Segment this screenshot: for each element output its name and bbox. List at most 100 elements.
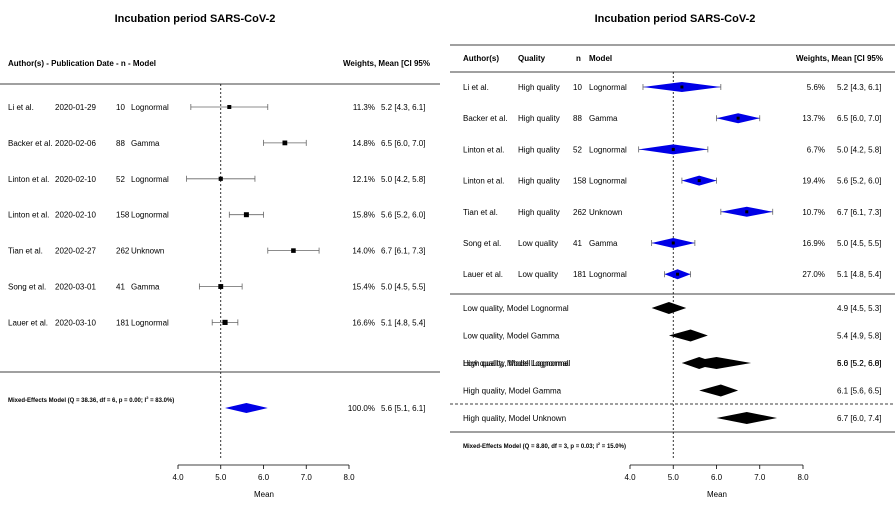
study-n: 158 bbox=[116, 211, 130, 220]
point-estimate bbox=[218, 176, 223, 181]
study-author: Li et al. bbox=[8, 103, 34, 112]
subgroup-ci: 6.1 [5.6, 6.5] bbox=[837, 387, 881, 396]
point-estimate bbox=[243, 212, 249, 218]
study-weight: 16.6% bbox=[352, 318, 375, 327]
study-model: Gamma bbox=[131, 139, 160, 148]
x-tick-label: 5.0 bbox=[668, 473, 680, 482]
point-estimate bbox=[222, 319, 228, 325]
study-n: 10 bbox=[573, 83, 582, 92]
study-author: Backer et al. bbox=[463, 114, 507, 123]
study-quality: Low quality bbox=[518, 239, 558, 248]
study-author: Lauer et al. bbox=[8, 318, 48, 327]
chart-title: Incubation period SARS-CoV-2 bbox=[595, 13, 756, 25]
study-model: Lognormal bbox=[589, 177, 627, 186]
subgroup-ci: 5.4 [4.9, 5.8] bbox=[837, 332, 881, 341]
study-ci: 6.5 [6.0, 7.0] bbox=[837, 114, 881, 123]
study-model: Unknown bbox=[589, 208, 622, 217]
summary-diamond bbox=[225, 403, 268, 413]
study-author: Linton et al. bbox=[463, 145, 504, 154]
study-n: 88 bbox=[116, 139, 125, 148]
point-estimate bbox=[745, 210, 749, 214]
study-n: 181 bbox=[573, 270, 587, 279]
study-model: Lognormal bbox=[131, 318, 169, 327]
study-ci: 5.0 [4.2, 5.8] bbox=[837, 145, 881, 154]
study-model: Gamma bbox=[589, 114, 618, 123]
point-estimate bbox=[697, 179, 701, 183]
study-date: 2020-02-06 bbox=[55, 139, 96, 148]
study-weight: 27.0% bbox=[802, 270, 825, 279]
study-weight: 16.9% bbox=[802, 239, 825, 248]
subgroup-diamond bbox=[668, 329, 708, 342]
point-estimate bbox=[291, 248, 296, 253]
study-model: Lognormal bbox=[131, 103, 169, 112]
point-estimate bbox=[671, 147, 675, 151]
chart-title: Incubation period SARS-CoV-2 bbox=[115, 13, 276, 25]
header-weights: Weights, Mean [CI 95% bbox=[343, 59, 430, 68]
study-date: 2020-03-10 bbox=[55, 318, 96, 327]
subgroup-label: High quality, Model Lognormal bbox=[463, 359, 571, 368]
subgroup-label: Low quality, Model Gamma bbox=[463, 332, 560, 341]
study-weight: 5.6% bbox=[807, 83, 825, 92]
summary-label-end: = 15.0%) bbox=[600, 444, 626, 450]
header-model: Model bbox=[589, 54, 612, 63]
x-axis-label: Mean bbox=[707, 490, 727, 499]
study-date: 2020-02-10 bbox=[55, 211, 96, 220]
right-forest-plot: Incubation period SARS-CoV-2 Author(s) Q… bbox=[450, 0, 895, 505]
study-ci: 5.2 [4.3, 6.1] bbox=[837, 83, 881, 92]
subgroup-diamond bbox=[716, 412, 778, 424]
summary-label: Mixed-Effects Model (Q = 38.36, df = 6, … bbox=[8, 395, 174, 404]
study-n: 181 bbox=[116, 318, 130, 327]
study-weight: 13.7% bbox=[802, 114, 825, 123]
subgroup-diamond bbox=[651, 302, 687, 314]
study-ci: 6.5 [6.0, 7.0] bbox=[381, 139, 425, 148]
summary-label: Mixed-Effects Model (Q = 8.80, df = 3, p… bbox=[463, 441, 626, 450]
summary-weight: 100.0% bbox=[348, 404, 375, 413]
subgroup-ci: 6.0 [5.2, 6.8] bbox=[837, 359, 881, 368]
study-rows: Li et al. High quality 10 Lognormal 5.6% 5.2 … bbox=[463, 82, 881, 280]
study-date: 2020-02-27 bbox=[55, 247, 96, 256]
study-weight: 14.8% bbox=[352, 139, 375, 148]
summary-label-superscript: 2 bbox=[146, 395, 149, 400]
study-model: Lognormal bbox=[589, 145, 627, 154]
study-ci: 5.0 [4.5, 5.5] bbox=[837, 239, 881, 248]
study-date: 2020-02-10 bbox=[55, 175, 96, 184]
study-rows: Li et al. 2020-01-29 10 Lognormal 11.3% 5.2 [… bbox=[8, 103, 425, 327]
study-ci: 5.0 [4.5, 5.5] bbox=[381, 283, 425, 292]
subgroup-rows: Low quality, Model Lognormal 4.9 [4.5, 5.… bbox=[463, 302, 881, 424]
study-author: Linton et al. bbox=[8, 175, 49, 184]
study-ci: 5.6 [5.2, 6.0] bbox=[837, 177, 881, 186]
study-ci: 5.1 [4.8, 5.4] bbox=[837, 270, 881, 279]
header-author: Author(s) - Publication Date - n - Model bbox=[8, 59, 156, 68]
study-author: Li et al. bbox=[463, 83, 489, 92]
point-estimate bbox=[671, 241, 675, 245]
subgroup-label: Low quality, Model Lognormal bbox=[463, 304, 569, 313]
left-forest-plot-svg: Incubation period SARS-CoV-2 Author(s) -… bbox=[0, 13, 440, 499]
study-ci: 5.2 [4.3, 6.1] bbox=[381, 103, 425, 112]
study-author: Song et al. bbox=[463, 239, 501, 248]
x-tick-label: 8.0 bbox=[797, 473, 809, 482]
study-weight: 6.7% bbox=[807, 145, 825, 154]
subgroup-ci: 4.9 [4.5, 5.3] bbox=[837, 304, 881, 313]
study-author: Linton et al. bbox=[8, 211, 49, 220]
study-quality: High quality bbox=[518, 114, 560, 123]
subgroup-diamond bbox=[699, 384, 739, 397]
summary-label-end: = 83.0%) bbox=[148, 398, 174, 404]
right-forest-plot-svg: Incubation period SARS-CoV-2 Author(s) Q… bbox=[450, 13, 895, 499]
study-n: 262 bbox=[116, 247, 130, 256]
study-author: Backer et al. bbox=[8, 139, 52, 148]
x-tick-label: 7.0 bbox=[301, 473, 313, 482]
x-tick-label: 7.0 bbox=[754, 473, 766, 482]
study-n: 88 bbox=[573, 114, 582, 123]
study-quality: High quality bbox=[518, 177, 560, 186]
study-n: 158 bbox=[573, 177, 587, 186]
study-model: Lognormal bbox=[131, 175, 169, 184]
study-model: Lognormal bbox=[589, 83, 627, 92]
study-author: Lauer et al. bbox=[463, 270, 503, 279]
header-weights: Weights, Mean [CI 95% bbox=[796, 54, 883, 63]
study-n: 262 bbox=[573, 208, 587, 217]
x-tick-label: 6.0 bbox=[258, 473, 270, 482]
study-weight: 15.8% bbox=[352, 211, 375, 220]
x-tick-label: 8.0 bbox=[343, 473, 355, 482]
study-n: 41 bbox=[116, 283, 125, 292]
study-author: Song et al. bbox=[8, 283, 46, 292]
